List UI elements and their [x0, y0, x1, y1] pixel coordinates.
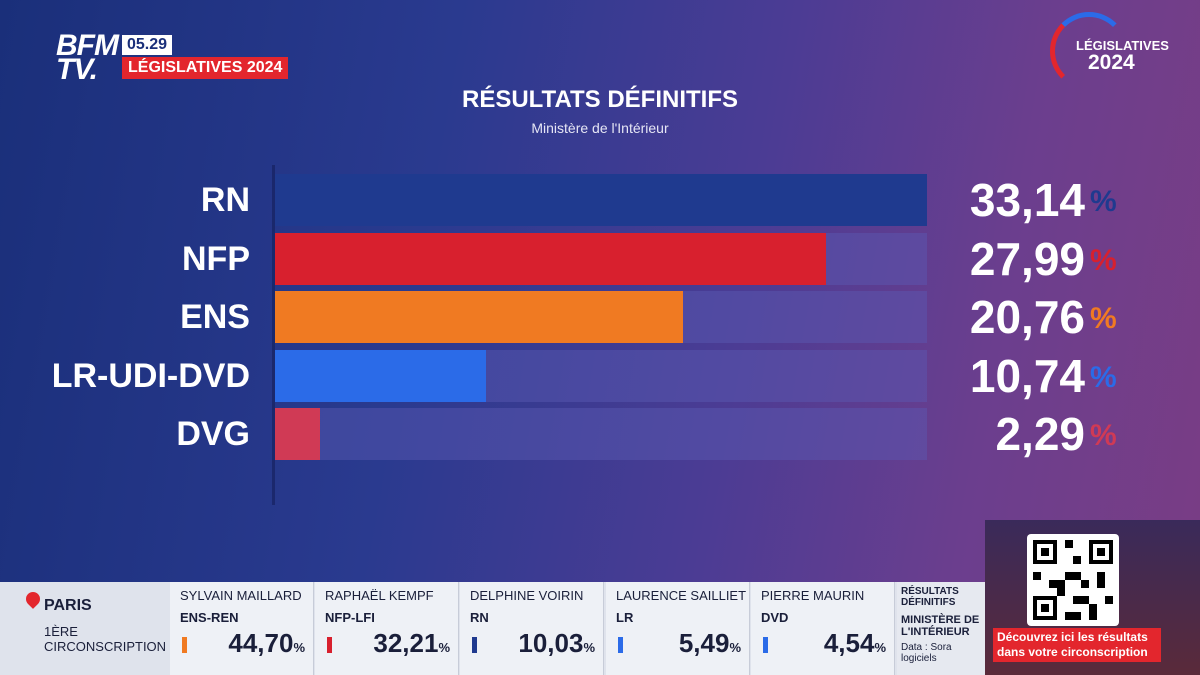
promo-text[interactable]: Découvrez ici les résultats dans votre c…	[993, 628, 1161, 662]
bar-value-label: 2,29	[995, 408, 1085, 460]
bar-value-label: 33,14	[969, 174, 1085, 226]
candidate-name: PIERRE MAURIN	[761, 588, 865, 603]
ticker-candidate: LAURENCE SAILLIET LR 5,49%	[606, 582, 750, 675]
candidate-score: 4,54%	[823, 628, 886, 658]
bfmtv-logo: BFM TV.	[56, 29, 119, 86]
bar-track	[275, 349, 927, 402]
candidate-party: LR	[616, 610, 634, 625]
candidate-name: SYLVAIN MAILLARD	[180, 588, 302, 603]
bar-track	[275, 408, 927, 460]
ticker-location: PARIS 1ÈRE CIRCONSCRIPTION	[0, 582, 168, 675]
source-line1: RÉSULTATS DÉFINITIFS	[901, 586, 959, 608]
bar-value-label: 10,74	[969, 349, 1085, 402]
candidate-score: 10,03%	[518, 628, 595, 658]
candidate-name: RAPHAËL KEMPF	[325, 588, 434, 603]
bar-track	[275, 291, 927, 343]
clock: 05.29	[122, 35, 173, 55]
bar-label: RN	[200, 181, 250, 219]
map-pin-icon	[23, 589, 43, 609]
chart-title: RÉSULTATS DÉFINITIFS	[462, 86, 738, 113]
brand-line2: 2024	[1088, 51, 1135, 74]
bar-label: DVG	[176, 415, 250, 453]
candidate-score: 5,49%	[678, 628, 741, 658]
qr-code-icon[interactable]	[1027, 534, 1119, 626]
source-line3: Data : Sora logiciels	[901, 642, 952, 664]
bar	[275, 291, 684, 343]
chart-axis	[272, 165, 275, 505]
bar-unit-label: %	[1090, 243, 1117, 277]
bar	[275, 349, 487, 402]
party-color-marker	[327, 637, 332, 653]
bar	[275, 408, 321, 460]
party-color-marker	[618, 637, 623, 653]
candidate-score: 32,21%	[373, 628, 450, 658]
candidate-party: NFP-LFI	[325, 610, 375, 625]
ticker-source: RÉSULTATS DÉFINITIFS MINISTÈRE DE L'INTÉ…	[897, 582, 985, 675]
bar	[275, 232, 826, 285]
bar-unit-label: %	[1090, 302, 1117, 335]
chart-subtitle: Ministère de l'Intérieur	[531, 120, 669, 136]
brand-ring-icon	[1050, 12, 1128, 90]
ticker-candidate: DELPHINE VOIRIN RN 10,03%	[460, 582, 604, 675]
bar-label: NFP	[182, 239, 250, 278]
promo-panel[interactable]: Découvrez ici les résultats dans votre c…	[985, 520, 1200, 675]
bar	[275, 174, 927, 226]
bar-unit-label: %	[1090, 360, 1117, 394]
bar-label: ENS	[180, 298, 250, 336]
party-color-marker	[763, 637, 768, 653]
source-line2: MINISTÈRE DE L'INTÉRIEUR	[901, 614, 980, 638]
candidate-party: RN	[470, 610, 489, 625]
candidate-name: DELPHINE VOIRIN	[470, 588, 584, 603]
ticker-candidate: RAPHAËL KEMPF NFP-LFI 32,21%	[315, 582, 459, 675]
ticker-candidate: SYLVAIN MAILLARD ENS-REN 44,70%	[170, 582, 314, 675]
candidate-score-unit: %	[438, 640, 450, 655]
bar-track	[275, 232, 927, 285]
bar-track	[275, 174, 927, 226]
candidate-name: LAURENCE SAILLIET	[616, 588, 747, 603]
party-color-marker	[472, 637, 477, 653]
channel-logo-text: BFM TV.	[56, 29, 119, 86]
candidate-party: DVD	[761, 610, 789, 625]
bar-unit-label: %	[1090, 185, 1117, 218]
bar-value-label: 27,99	[969, 232, 1085, 285]
brand-line1: LÉGISLATIVES	[1076, 38, 1169, 53]
ticker-candidate: PIERRE MAURIN DVD 4,54%	[751, 582, 895, 675]
legislatives-brand-logo: LÉGISLATIVES 2024	[1050, 12, 1169, 90]
bar-value-label: 20,76	[969, 291, 1085, 343]
show-tag: LÉGISLATIVES 2024	[122, 57, 289, 79]
candidate-score-unit: %	[583, 640, 595, 655]
candidate-score: 44,70%	[228, 628, 305, 658]
candidate-score-unit: %	[293, 640, 305, 655]
bar-unit-label: %	[1090, 419, 1117, 452]
ticker-circonscription: 1ÈRE CIRCONSCRIPTION	[44, 624, 167, 654]
party-color-marker	[182, 637, 187, 653]
candidate-party: ENS-REN	[180, 610, 239, 625]
results-ticker: PARIS 1ÈRE CIRCONSCRIPTION SYLVAIN MAILL…	[0, 582, 985, 675]
bar-label: LR-UDI-DVD	[51, 356, 250, 395]
ticker-city: PARIS	[44, 597, 92, 614]
candidate-score-unit: %	[729, 640, 741, 655]
candidate-score-unit: %	[874, 640, 886, 655]
